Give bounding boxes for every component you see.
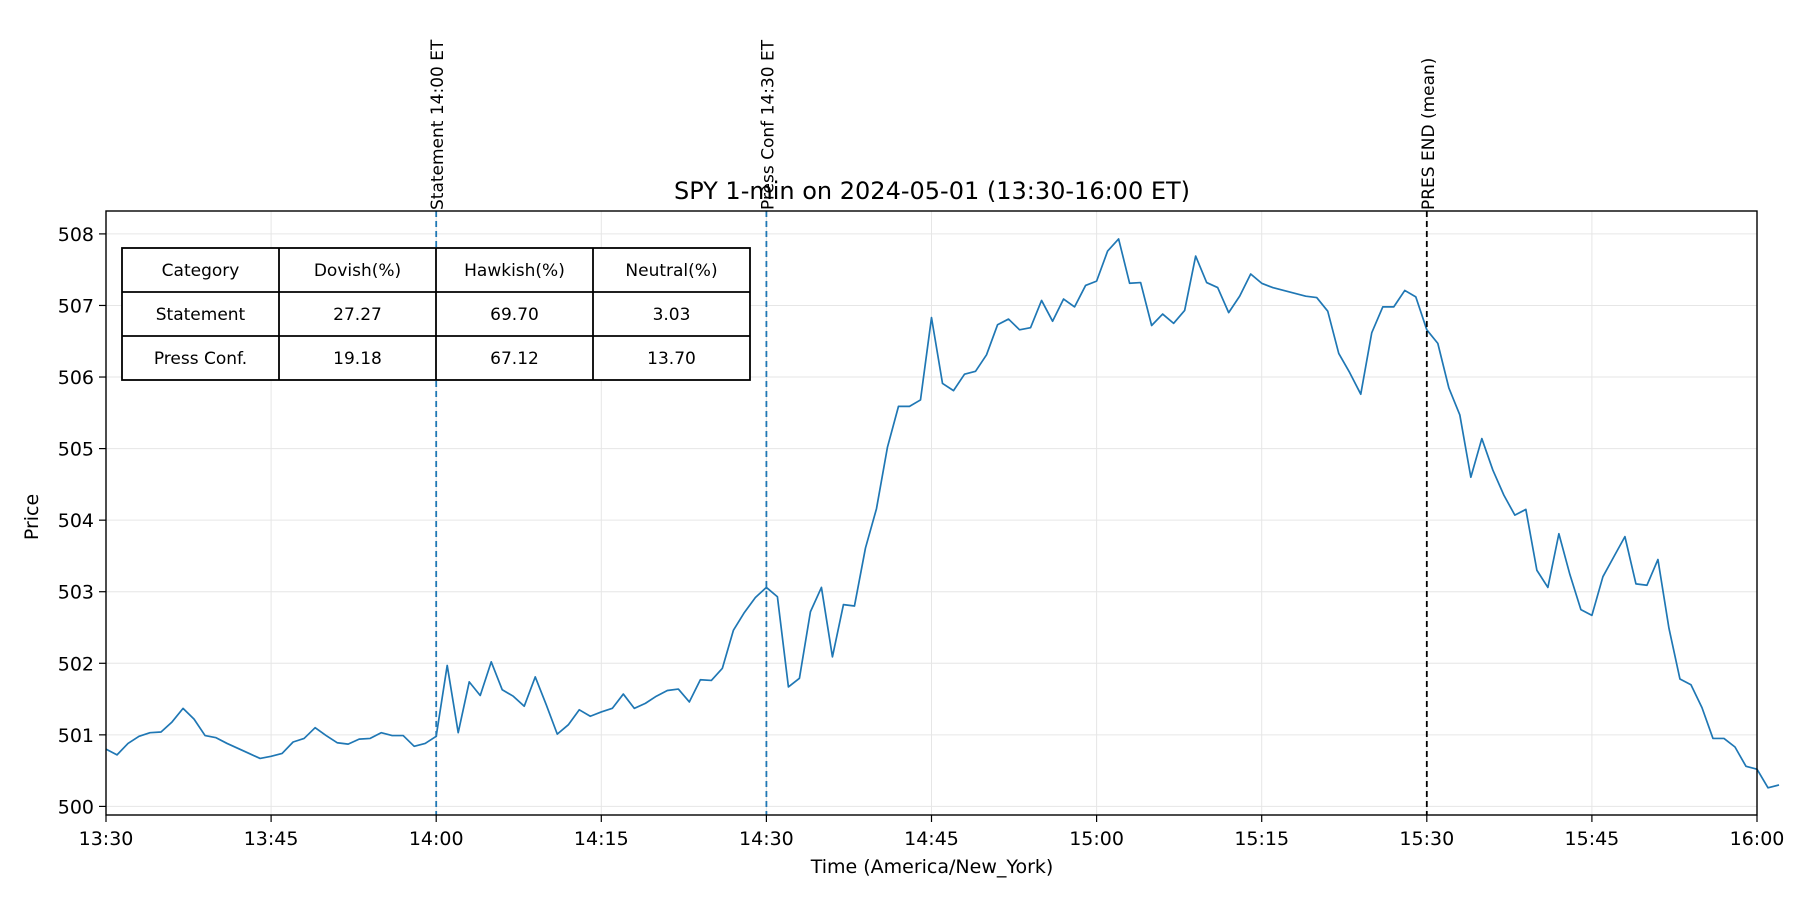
plot-frame [105,210,1758,816]
chart-title: SPY 1-min on 2024-05-01 (13:30-16:00 ET) [674,177,1190,205]
y-tick-label: 505 [58,439,94,461]
table-header-cell: Neutral(%) [625,261,717,281]
series [105,238,1780,789]
y-tick-label: 508 [58,224,94,246]
x-tick-label: 13:45 [244,828,299,850]
y-tick-label: 503 [58,582,94,604]
axes: 13:30 13:45 14:00 14:15 14:30 14:45 15:00 15:15… [58,210,1785,850]
y-axis-title: Price [21,494,43,540]
x-axis-title: Time (America/New_York) [810,856,1054,878]
y-tick-label: 504 [58,510,94,532]
table-header-cell: Hawkish(%) [464,261,565,281]
x-tick-label: 13:30 [79,828,134,850]
table-cell: 19.18 [333,349,382,369]
price-line [105,238,1780,789]
event-lines: Statement 14:00 ET Press Conf 14:30 ET PRE… [428,39,1439,815]
table-header-cell: Category [162,261,240,281]
table-cell: Statement [156,305,246,325]
event-vline-label: Statement 14:00 ET [428,39,448,210]
table-header-cell: Dovish(%) [314,261,401,281]
x-tick-label: 14:00 [409,828,464,850]
x-tick-label: 16:00 [1730,828,1785,850]
x-tick-label: 15:45 [1565,828,1620,850]
table-cell: 3.03 [653,305,691,325]
x-tick-label: 14:30 [739,828,794,850]
x-tick-label: 14:15 [574,828,629,850]
table-cell: 27.27 [333,305,382,325]
x-tick-label: 15:00 [1069,828,1124,850]
y-tick-label: 506 [58,367,94,389]
summary-table: Category Dovish(%) Hawkish(%) Neutral(%) Sta… [121,247,751,381]
table-cell: 67.12 [490,349,539,369]
y-tick-label: 501 [58,725,94,747]
event-vline-label: Press Conf 14:30 ET [758,39,778,210]
y-tick-label: 507 [58,295,94,317]
x-tick-label: 14:45 [904,828,959,850]
table-cell: Press Conf. [154,349,247,369]
table-cell: 69.70 [490,305,539,325]
x-tick-label: 15:15 [1234,828,1289,850]
event-vline-label: PRES END (mean) [1419,58,1439,210]
table-cell: 13.70 [647,349,696,369]
x-tick-label: 15:30 [1399,828,1454,850]
y-tick-label: 502 [58,653,94,675]
y-tick-label: 500 [58,796,94,818]
